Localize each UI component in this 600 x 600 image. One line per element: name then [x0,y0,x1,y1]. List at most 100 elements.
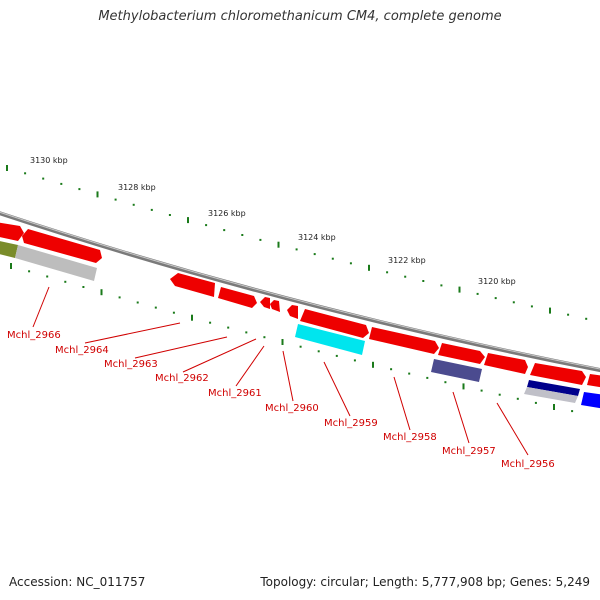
major-tick [191,314,193,321]
minor-tick [223,229,226,232]
label-lines [32,286,529,456]
minor-tick [498,393,501,396]
gene-arrow [22,229,102,263]
major-tick [549,307,551,314]
minor-tick [317,350,320,353]
minor-tick [299,345,302,348]
gene-block-slate [431,359,482,382]
major-tick [372,361,374,368]
leader-line [32,286,50,328]
minor-tick [426,376,429,379]
minor-tick [386,271,389,274]
leader-line [282,350,294,402]
minor-tick [168,214,171,216]
leader-line [323,361,351,417]
minor-tick [205,224,208,227]
genome-backbone [0,211,600,373]
leader-line [496,402,529,456]
minor-tick [530,305,533,308]
gene-label-mchl-2961: Mchl_2961 [208,388,262,399]
minor-tick [60,182,63,185]
minor-tick [295,248,298,251]
gene-label-mchl-2956: Mchl_2956 [501,459,555,470]
minor-tick [390,368,393,371]
minor-tick [422,280,425,282]
minor-tick [335,354,338,357]
minor-tick [241,234,244,236]
minor-tick [114,198,117,201]
minor-tick [64,280,67,283]
minor-tick [136,301,139,304]
minor-tick [154,306,157,309]
scale-label-3120: 3120 kbp [478,277,516,286]
minor-tick [46,275,49,278]
scale-label-3122: 3122 kbp [388,256,426,265]
major-tick [187,217,189,224]
gene-label-mchl-2966: Mchl_2966 [7,330,61,341]
minor-tick [227,326,230,329]
minor-tick [150,208,153,211]
scale-label-3128: 3128 kbp [118,183,156,192]
major-tick [6,165,8,171]
major-tick [281,339,284,345]
leader-line [235,345,265,387]
gene-arrow [530,363,586,385]
gene-label-mchl-2959: Mchl_2959 [324,418,378,429]
minor-tick [494,297,497,300]
gene-arrow [484,353,528,374]
inner-ticks [10,263,574,413]
major-tick [462,383,465,390]
major-tick [553,404,555,410]
gene-label-mchl-2963: Mchl_2963 [104,359,158,370]
gene-block-cyan [295,324,365,355]
minor-tick [82,286,85,288]
accession-text: Accession: NC_011757 [9,575,146,589]
scale-label-3130: 3130 kbp [30,156,68,165]
gene-label-mchl-2958: Mchl_2958 [383,432,437,443]
gene-label-mchl-2964: Mchl_2964 [55,345,109,356]
gene-arrow [270,300,280,312]
gene-block-olive [0,241,18,258]
minor-tick [42,177,45,180]
major-tick [368,264,370,271]
minor-tick [444,381,447,384]
gene-label-mchl-2962: Mchl_2962 [155,373,209,384]
gene-block-lightgrey [524,387,578,403]
minor-tick [408,372,411,375]
minor-tick [209,321,212,324]
minor-tick [404,275,407,278]
gene-arrow [0,222,24,241]
minor-tick [172,311,175,314]
gene-block-grey [15,245,97,281]
genome-title: Methylobacterium chloromethanicum CM4, c… [98,9,502,24]
minor-tick [353,359,356,362]
minor-tick [512,301,515,304]
minor-tick [349,262,352,265]
scale-ticks [6,165,588,320]
leader-line [84,322,181,344]
minor-tick [476,292,479,295]
major-tick [277,241,280,248]
minor-tick [534,401,537,404]
gene-arrow [287,305,298,319]
major-tick [458,286,461,293]
reverse-genes [0,241,600,409]
major-tick [100,289,103,296]
minor-tick [440,284,443,287]
minor-tick [132,203,135,206]
gene-label-mchl-2960: Mchl_2960 [265,403,319,414]
minor-tick [245,331,248,334]
minor-tick [331,257,334,260]
minor-tick [24,172,27,175]
minor-tick [78,188,81,191]
minor-tick [585,317,588,320]
genome-backbone-highlight [0,211,600,370]
minor-tick [263,336,266,339]
minor-tick [313,253,316,256]
gene-arrow [260,297,270,309]
leader-line [182,338,257,373]
major-tick [96,191,99,198]
minor-tick [28,270,31,273]
minor-tick [567,313,570,316]
